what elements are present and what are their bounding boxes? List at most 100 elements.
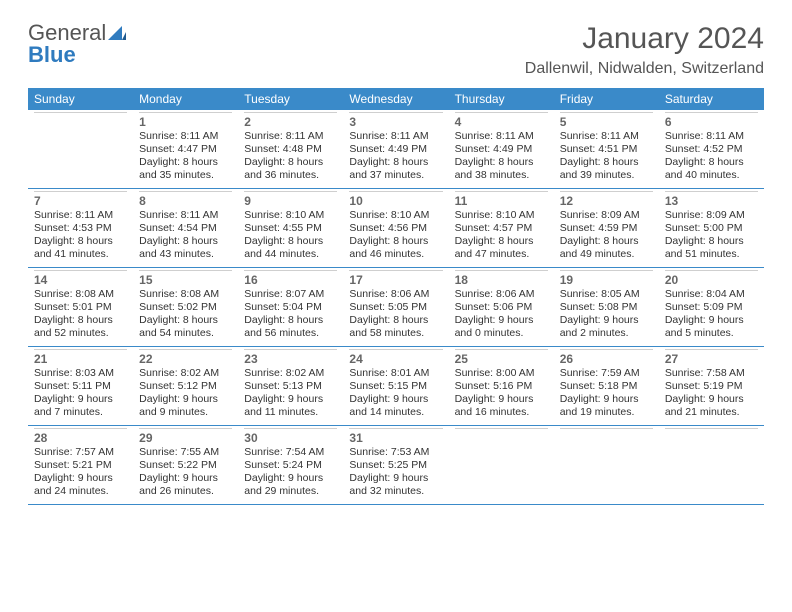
day-separator: [349, 112, 442, 113]
day-cell: 2Sunrise: 8:11 AMSunset: 4:48 PMDaylight…: [238, 110, 343, 188]
day-cell: 31Sunrise: 7:53 AMSunset: 5:25 PMDayligh…: [343, 426, 448, 504]
sunrise-text: Sunrise: 7:54 AM: [244, 446, 337, 459]
daylight-text: Daylight: 8 hours and 49 minutes.: [560, 235, 653, 261]
sunset-text: Sunset: 5:18 PM: [560, 380, 653, 393]
day-number: 12: [560, 194, 653, 208]
day-cell: 19Sunrise: 8:05 AMSunset: 5:08 PMDayligh…: [554, 268, 659, 346]
sunrise-text: Sunrise: 8:03 AM: [34, 367, 127, 380]
sunrise-text: Sunrise: 8:02 AM: [244, 367, 337, 380]
day-separator: [665, 191, 758, 192]
day-number: 22: [139, 352, 232, 366]
sunset-text: Sunset: 4:54 PM: [139, 222, 232, 235]
location-subtitle: Dallenwil, Nidwalden, Switzerland: [525, 60, 764, 78]
sunset-text: Sunset: 5:13 PM: [244, 380, 337, 393]
daylight-text: Daylight: 8 hours and 41 minutes.: [34, 235, 127, 261]
day-number: 1: [139, 115, 232, 129]
day-separator: [244, 349, 337, 350]
day-cell: [659, 426, 764, 504]
sunrise-text: Sunrise: 8:11 AM: [34, 209, 127, 222]
day-cell: 7Sunrise: 8:11 AMSunset: 4:53 PMDaylight…: [28, 189, 133, 267]
sunrise-text: Sunrise: 8:02 AM: [139, 367, 232, 380]
daylight-text: Daylight: 8 hours and 51 minutes.: [665, 235, 758, 261]
weeks-container: 1Sunrise: 8:11 AMSunset: 4:47 PMDaylight…: [28, 110, 764, 505]
topbar: General Blue January 2024 Dallenwil, Nid…: [28, 22, 764, 78]
daylight-text: Daylight: 8 hours and 54 minutes.: [139, 314, 232, 340]
day-number: 18: [455, 273, 548, 287]
daylight-text: Daylight: 9 hours and 11 minutes.: [244, 393, 337, 419]
day-cell: 30Sunrise: 7:54 AMSunset: 5:24 PMDayligh…: [238, 426, 343, 504]
sunset-text: Sunset: 5:05 PM: [349, 301, 442, 314]
day-cell: 15Sunrise: 8:08 AMSunset: 5:02 PMDayligh…: [133, 268, 238, 346]
daylight-text: Daylight: 8 hours and 46 minutes.: [349, 235, 442, 261]
day-separator: [139, 112, 232, 113]
day-cell: [28, 110, 133, 188]
weekday-header-row: SundayMondayTuesdayWednesdayThursdayFrid…: [28, 88, 764, 110]
daylight-text: Daylight: 8 hours and 44 minutes.: [244, 235, 337, 261]
sunset-text: Sunset: 4:49 PM: [349, 143, 442, 156]
sunset-text: Sunset: 5:11 PM: [34, 380, 127, 393]
sunrise-text: Sunrise: 8:00 AM: [455, 367, 548, 380]
day-separator: [455, 112, 548, 113]
day-separator: [244, 191, 337, 192]
sunrise-text: Sunrise: 8:10 AM: [455, 209, 548, 222]
day-separator: [34, 112, 127, 113]
sunset-text: Sunset: 4:52 PM: [665, 143, 758, 156]
daylight-text: Daylight: 9 hours and 21 minutes.: [665, 393, 758, 419]
day-separator: [349, 428, 442, 429]
weekday-header: Sunday: [28, 88, 133, 110]
day-number: 3: [349, 115, 442, 129]
day-cell: 26Sunrise: 7:59 AMSunset: 5:18 PMDayligh…: [554, 347, 659, 425]
day-separator: [455, 191, 548, 192]
day-number: 6: [665, 115, 758, 129]
day-separator: [455, 270, 548, 271]
sunset-text: Sunset: 5:09 PM: [665, 301, 758, 314]
sail-icon: [108, 26, 126, 40]
sunrise-text: Sunrise: 8:11 AM: [139, 209, 232, 222]
sunset-text: Sunset: 4:53 PM: [34, 222, 127, 235]
daylight-text: Daylight: 9 hours and 19 minutes.: [560, 393, 653, 419]
day-number: 11: [455, 194, 548, 208]
day-cell: 6Sunrise: 8:11 AMSunset: 4:52 PMDaylight…: [659, 110, 764, 188]
day-separator: [455, 349, 548, 350]
sunset-text: Sunset: 5:08 PM: [560, 301, 653, 314]
day-cell: 18Sunrise: 8:06 AMSunset: 5:06 PMDayligh…: [449, 268, 554, 346]
weekday-header: Saturday: [659, 88, 764, 110]
sunset-text: Sunset: 4:59 PM: [560, 222, 653, 235]
day-number: 21: [34, 352, 127, 366]
sunset-text: Sunset: 5:21 PM: [34, 459, 127, 472]
day-number: 8: [139, 194, 232, 208]
day-separator: [349, 191, 442, 192]
sunrise-text: Sunrise: 8:06 AM: [455, 288, 548, 301]
day-separator: [139, 428, 232, 429]
calendar-grid: SundayMondayTuesdayWednesdayThursdayFrid…: [28, 88, 764, 505]
sunrise-text: Sunrise: 8:05 AM: [560, 288, 653, 301]
sunrise-text: Sunrise: 8:11 AM: [665, 130, 758, 143]
day-cell: [554, 426, 659, 504]
sunrise-text: Sunrise: 8:06 AM: [349, 288, 442, 301]
sunrise-text: Sunrise: 8:11 AM: [560, 130, 653, 143]
day-cell: 17Sunrise: 8:06 AMSunset: 5:05 PMDayligh…: [343, 268, 448, 346]
day-separator: [560, 112, 653, 113]
daylight-text: Daylight: 8 hours and 37 minutes.: [349, 156, 442, 182]
daylight-text: Daylight: 9 hours and 26 minutes.: [139, 472, 232, 498]
daylight-text: Daylight: 8 hours and 38 minutes.: [455, 156, 548, 182]
daylight-text: Daylight: 9 hours and 32 minutes.: [349, 472, 442, 498]
week-row: 21Sunrise: 8:03 AMSunset: 5:11 PM Dayligh…: [28, 347, 764, 426]
sunrise-text: Sunrise: 8:10 AM: [244, 209, 337, 222]
sunrise-text: Sunrise: 7:58 AM: [665, 367, 758, 380]
day-separator: [349, 349, 442, 350]
day-number: 29: [139, 431, 232, 445]
day-number: 24: [349, 352, 442, 366]
brand-word2: Blue: [28, 42, 76, 67]
sunset-text: Sunset: 5:01 PM: [34, 301, 127, 314]
day-cell: 3Sunrise: 8:11 AMSunset: 4:49 PMDaylight…: [343, 110, 448, 188]
sunset-text: Sunset: 4:56 PM: [349, 222, 442, 235]
sunrise-text: Sunrise: 8:09 AM: [560, 209, 653, 222]
sunset-text: Sunset: 5:12 PM: [139, 380, 232, 393]
sunset-text: Sunset: 4:48 PM: [244, 143, 337, 156]
day-separator: [349, 270, 442, 271]
sunrise-text: Sunrise: 7:57 AM: [34, 446, 127, 459]
day-cell: 10Sunrise: 8:10 AMSunset: 4:56 PMDayligh…: [343, 189, 448, 267]
day-number: 10: [349, 194, 442, 208]
weekday-header: Wednesday: [343, 88, 448, 110]
